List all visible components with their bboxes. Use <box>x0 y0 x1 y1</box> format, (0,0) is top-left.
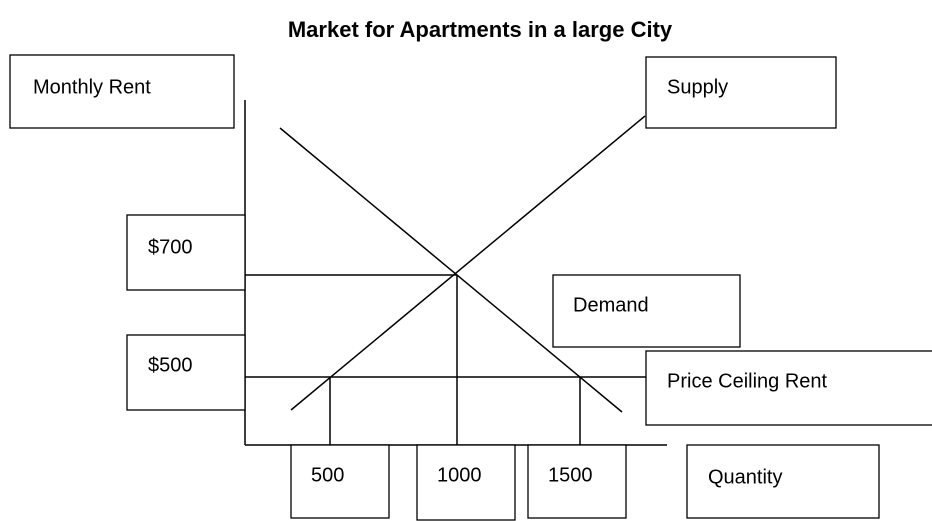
quantity-label-box: 1500 <box>527 444 627 519</box>
price-ceiling-label: Price Ceiling Rent <box>667 370 828 392</box>
demand-curve <box>279 127 623 413</box>
quantity-label-box: 500 <box>290 444 390 519</box>
quantity-label: 1500 <box>548 464 593 486</box>
title: Market for Apartments in a large City <box>288 17 673 42</box>
y-label: Monthly Rent <box>33 76 151 98</box>
supply-label-box: Supply <box>645 56 837 129</box>
demand-label-box: Demand <box>552 274 741 348</box>
supply-curve <box>290 115 646 411</box>
price-label: $500 <box>148 354 193 376</box>
x-label-box: Quantity <box>686 444 880 519</box>
supply-label: Supply <box>667 76 728 98</box>
quantity-label-box: 1000 <box>416 444 516 521</box>
x-label: Quantity <box>708 466 782 488</box>
price-label-box: $500 <box>126 334 246 411</box>
quantity-label: 1000 <box>437 464 482 486</box>
y-label-box: Monthly Rent <box>9 54 235 129</box>
price-label-box: $700 <box>126 214 246 291</box>
price-ceiling-box: Price Ceiling Rent <box>645 350 932 426</box>
quantity-label: 500 <box>311 464 344 486</box>
price-label: $700 <box>148 236 193 258</box>
demand-label: Demand <box>573 294 649 316</box>
